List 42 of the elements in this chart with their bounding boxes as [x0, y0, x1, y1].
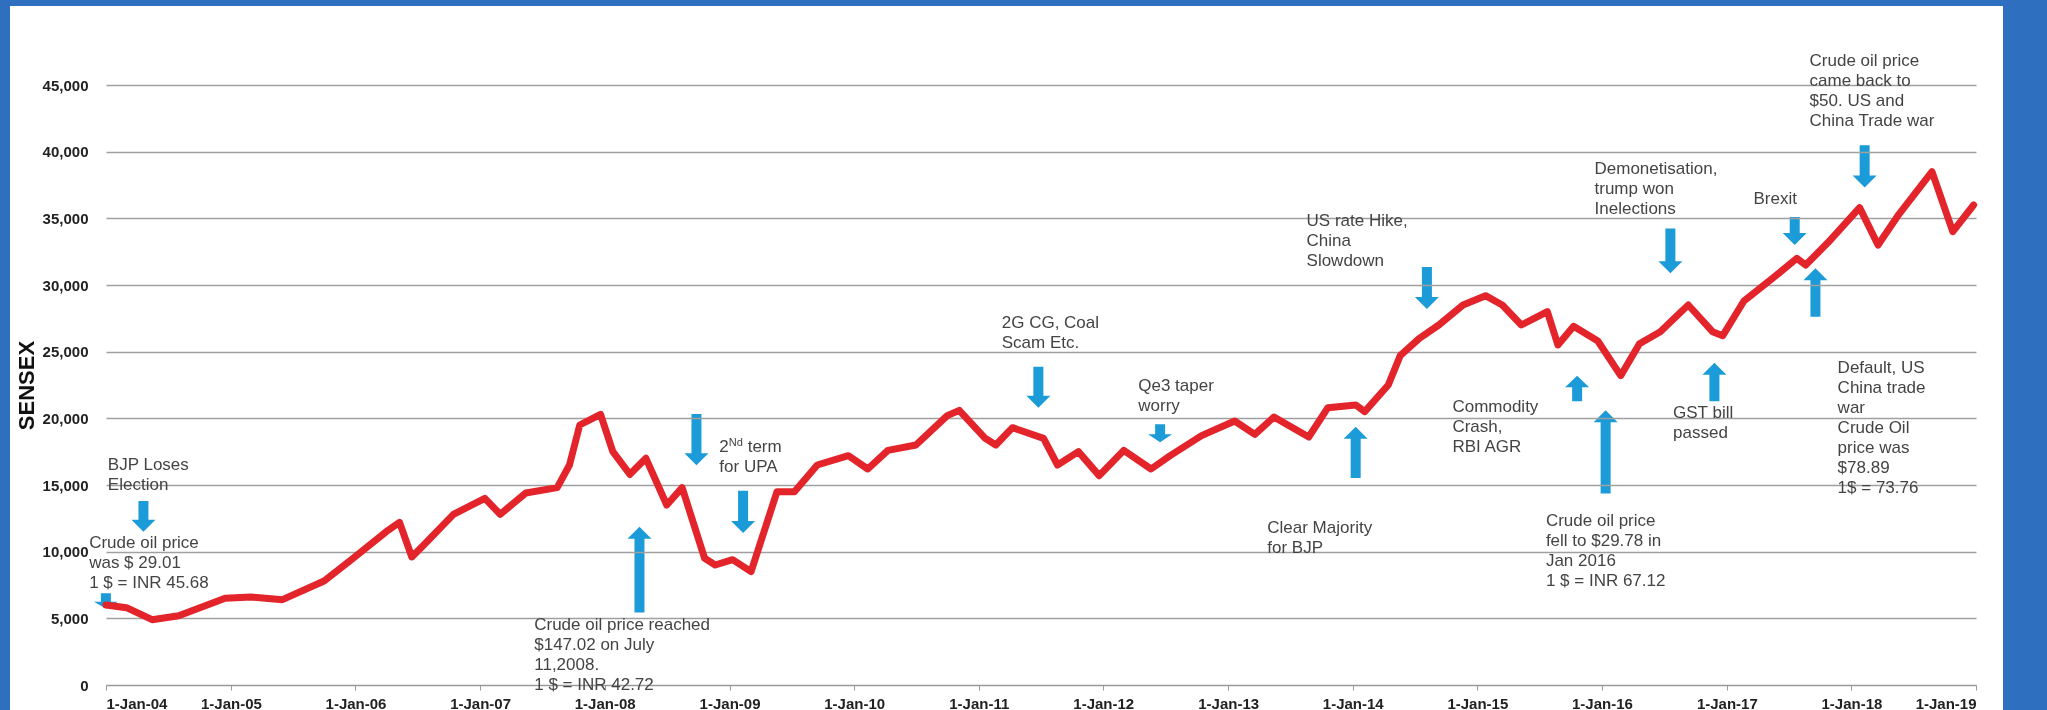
annotation: 2G CG, Coal Scam Etc.: [1001, 313, 1100, 353]
x-tick-label: 1-Jan-16: [1571, 694, 1633, 710]
annotation: Crude oil price came back to $50. US and China Trade war: [1809, 50, 1935, 130]
x-tick-label: 1-Jan-13: [1198, 694, 1260, 710]
annotation: Clear Majority for BJP: [1267, 518, 1373, 557]
y-tick-label: 20,000: [42, 409, 89, 427]
x-tick-label: 1-Jan-07: [450, 694, 512, 710]
annotation: Crude oil price was $ 29.01 1 $ = INR 45.68: [88, 533, 209, 592]
x-tick-label: 1-Jan-15: [1447, 694, 1509, 710]
y-tick-label: 30,000: [42, 276, 89, 294]
x-tick-label: 1-Jan-08: [574, 694, 636, 710]
annotation: Demonetisation, trump won Inelections: [1594, 158, 1718, 218]
annotation: GST bill passed: [1673, 403, 1734, 443]
y-tick-label: 10,000: [42, 543, 89, 561]
x-tick-label: 1-Jan-06: [325, 694, 387, 710]
x-tick-label: 1-Jan-17: [1696, 694, 1758, 710]
annotation: BJP Loses Election: [107, 455, 189, 494]
y-axis-title: SENSEX: [13, 340, 39, 431]
x-tick-label: 1-Jan-18: [1821, 694, 1883, 710]
annotation: US rate Hike, China Slowdown: [1306, 211, 1408, 271]
x-tick-label: 1-Jan-10: [824, 694, 886, 710]
y-tick-label: 35,000: [42, 209, 89, 227]
y-tick-label: 5,000: [50, 609, 89, 627]
x-tick-label: 1-Jan-09: [699, 694, 761, 710]
y-tick-label: 40,000: [42, 143, 89, 161]
x-tick-label: 1-Jan-04: [106, 694, 169, 710]
y-tick-label: 15,000: [42, 476, 89, 494]
annotation: Brexit: [1753, 189, 1798, 209]
x-tick-label: 1-Jan-14: [1322, 694, 1385, 710]
annotation: Default, US China trade war Crude Oil price was $78.89 1$ = 73.76: [1836, 358, 1926, 498]
annotation: Commodity Crash, RBI AGR: [1452, 396, 1539, 456]
y-tick-label: 45,000: [42, 76, 89, 94]
x-tick-label: 1-Jan-11: [949, 694, 1010, 710]
x-tick-label: 1-Jan-19: [1915, 694, 1977, 710]
y-tick-label: 0: [80, 676, 89, 694]
annotation: 2$^{Nd}$ term for UPA: [719, 436, 782, 476]
annotation: Crude oil price reached $147.02 on July 11,2008. 1 $ = INR 42.72: [534, 614, 710, 694]
x-tick-label: 1-Jan-12: [1073, 694, 1135, 710]
x-tick-label: 1-Jan-05: [200, 694, 262, 710]
annotation: Qe3 taper worry: [1137, 376, 1215, 416]
y-tick-label: 25,000: [42, 343, 89, 361]
annotation: Crude oil price fell to $29.78 in Jan 2016 1 $ = INR 67.12: [1545, 511, 1666, 591]
